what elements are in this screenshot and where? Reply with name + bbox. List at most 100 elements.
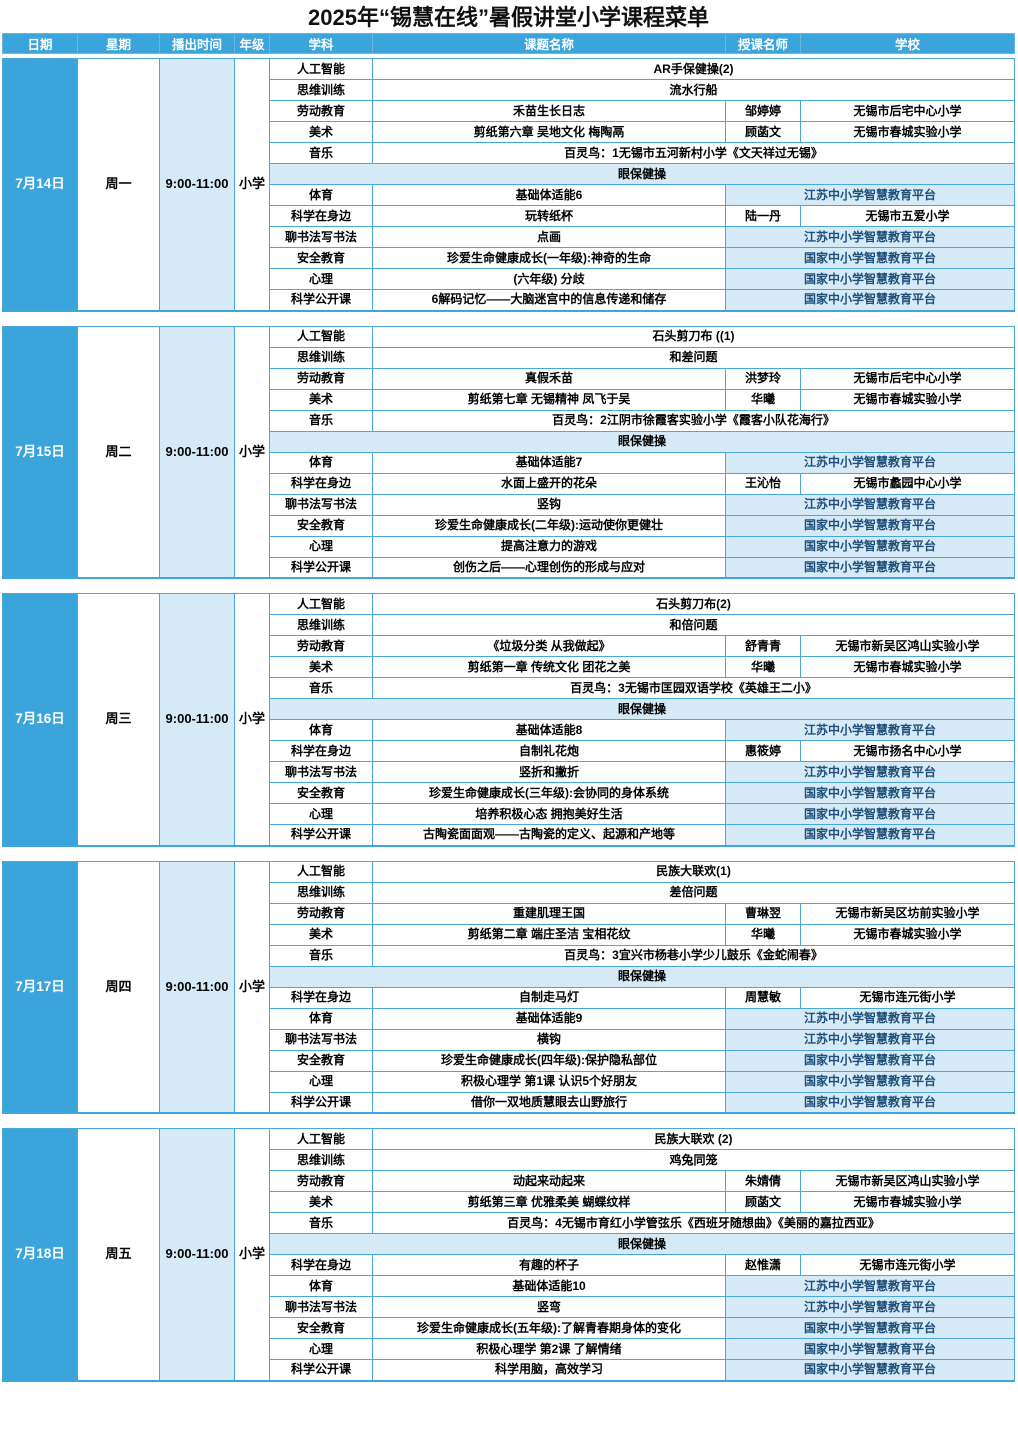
table-row: 7月14日 周一 9:00-11:00 小学 人工智能 AR手保健操(2) bbox=[2, 58, 1015, 312]
table-row: 音乐 百灵鸟：3宜兴市杨巷小学少儿鼓乐《金蛇闹春》 bbox=[3, 944, 1016, 967]
teacher-cell: 舒青青 bbox=[725, 635, 801, 658]
subject-cell: 人工智能 bbox=[269, 325, 373, 348]
school-cell: 无锡市春城实验小学 bbox=[799, 388, 1016, 411]
topic-cell: 创伤之后——心理创伤的形成与应对 bbox=[372, 556, 726, 579]
topic-cell: 鸡兔同笼 bbox=[371, 1149, 1016, 1172]
subject-cell: 思维训练 bbox=[269, 881, 373, 904]
table-row: 聊书法写书法 竖弯 江苏中小学智慧教育平台 bbox=[3, 1296, 1016, 1319]
topic-cell: 动起来动起来 bbox=[372, 1170, 726, 1193]
table-row: 思维训练 鸡兔同笼 bbox=[3, 1149, 1016, 1172]
school-cell: 无锡市后宅中心小学 bbox=[800, 100, 1015, 123]
topic-cell: 禾苗生长日志 bbox=[372, 100, 726, 123]
subject-cell: 劳动教育 bbox=[269, 902, 373, 925]
date-cell: 7月17日 bbox=[2, 860, 78, 1114]
table-row: 聊书法写书法 横钩 江苏中小学智慧教育平台 bbox=[3, 1028, 1016, 1051]
topic-cell: 玩转纸杯 bbox=[372, 205, 726, 228]
subject-cell: 音乐 bbox=[269, 1212, 373, 1235]
topic-cell: 剪纸第一章 传统文化 团花之美 bbox=[372, 656, 726, 679]
subject-cell: 音乐 bbox=[269, 944, 373, 967]
platform-cell: 国家中小学智慧教育平台 bbox=[724, 556, 1016, 579]
topic-cell: 基础体适能6 bbox=[372, 184, 726, 207]
subject-cell: 聊书法写书法 bbox=[269, 1296, 373, 1319]
subject-cell: 思维训练 bbox=[269, 79, 373, 102]
topic-cell: 珍爱生命健康成长(三年级):会协同的身体系统 bbox=[372, 782, 726, 805]
platform-cell: 江苏中小学智慧教育平台 bbox=[724, 1028, 1016, 1051]
topic-cell: 自制礼花炮 bbox=[372, 740, 726, 763]
table-row: 科学在身边 自制礼花炮 惠筱婷 无锡市扬名中心小学 bbox=[3, 740, 1016, 763]
platform-cell: 国家中小学智慧教育平台 bbox=[724, 1091, 1016, 1114]
subject-cell: 体育 bbox=[269, 451, 373, 474]
topic-cell: 石头剪刀布 ((1) bbox=[371, 325, 1016, 348]
topic-cell: 自制走马灯 bbox=[372, 986, 726, 1009]
topic-cell: 和差问题 bbox=[371, 346, 1016, 369]
eye-exercise-banner: 眼保健操 bbox=[268, 430, 1016, 453]
table-row: 劳动教育 动起来动起来 朱婧倩 无锡市新吴区鸿山实验小学 bbox=[3, 1170, 1016, 1193]
platform-cell: 国家中小学智慧教育平台 bbox=[724, 1359, 1016, 1382]
platform-cell: 国家中小学智慧教育平台 bbox=[725, 268, 1015, 291]
school-cell: 无锡市后宅中心小学 bbox=[799, 367, 1016, 390]
day-block-7月17日: 7月17日 周四 9:00-11:00 小学 人工智能 民族大联欢(1) 思维训练 差倍问题劳… bbox=[2, 860, 1016, 1115]
subject-cell: 音乐 bbox=[269, 142, 373, 165]
subject-cell: 体育 bbox=[269, 719, 373, 742]
subject-cell: 安全教育 bbox=[269, 1049, 373, 1072]
table-row: 安全教育 珍爱生命健康成长(一年级):神奇的生命 国家中小学智慧教育平台 bbox=[3, 247, 1015, 270]
day-block-7月14日: 7月14日 周一 9:00-11:00 小学 人工智能 AR手保健操(2) 思维训练 流水行船… bbox=[2, 58, 1015, 312]
topic-cell: AR手保健操(2) bbox=[372, 58, 1015, 81]
broadcast-time-cell: 9:00-11:00 bbox=[159, 860, 235, 1114]
subject-cell: 体育 bbox=[269, 1007, 373, 1030]
subject-cell: 聊书法写书法 bbox=[269, 761, 373, 784]
teacher-cell: 洪梦玲 bbox=[725, 367, 801, 390]
topic-cell: 竖折和撇折 bbox=[372, 761, 726, 784]
topic-cell: 和倍问题 bbox=[371, 614, 1016, 637]
subject-cell: 劳动教育 bbox=[269, 100, 373, 123]
header-cell-5: 课题名称 bbox=[372, 33, 726, 55]
topic-cell: 珍爱生命健康成长(五年级):了解青春期身体的变化 bbox=[372, 1317, 726, 1340]
subject-cell: 音乐 bbox=[269, 409, 373, 432]
platform-cell: 国家中小学智慧教育平台 bbox=[724, 824, 1016, 847]
table-row: 心理 培养积极心态 拥抱美好生活 国家中小学智慧教育平台 bbox=[3, 803, 1016, 826]
topic-cell: 差倍问题 bbox=[371, 881, 1016, 904]
subject-cell: 人工智能 bbox=[269, 593, 373, 616]
topic-cell: 基础体适能10 bbox=[372, 1275, 726, 1298]
table-row: 科学公开课 创伤之后——心理创伤的形成与应对 国家中小学智慧教育平台 bbox=[3, 556, 1016, 579]
subject-cell: 心理 bbox=[269, 535, 373, 558]
subject-cell: 体育 bbox=[269, 184, 373, 207]
header-table: 日期 星期 播出时间 年级 学科 课题名称 授课名师 学校 bbox=[2, 33, 1015, 55]
table-row: 安全教育 珍爱生命健康成长(二年级):运动使你更健壮 国家中小学智慧教育平台 bbox=[3, 514, 1016, 537]
table-row: 思维训练 流水行船 bbox=[3, 79, 1015, 102]
header-cell-4: 学科 bbox=[269, 33, 373, 55]
platform-cell: 江苏中小学智慧教育平台 bbox=[725, 184, 1015, 207]
eye-exercise-banner: 眼保健操 bbox=[268, 965, 1016, 988]
topic-cell: (六年级) 分歧 bbox=[372, 268, 726, 291]
platform-cell: 国家中小学智慧教育平台 bbox=[724, 1317, 1016, 1340]
topic-cell: 水面上盛开的花朵 bbox=[372, 472, 726, 495]
subject-cell: 科学公开课 bbox=[269, 556, 373, 579]
subject-cell: 心理 bbox=[269, 268, 373, 291]
platform-cell: 国家中小学智慧教育平台 bbox=[724, 782, 1016, 805]
table-row: 美术 剪纸第三章 优雅柔美 蝴蝶纹样 顾菡文 无锡市春城实验小学 bbox=[3, 1191, 1016, 1214]
subject-cell: 劳动教育 bbox=[269, 367, 373, 390]
subject-cell: 心理 bbox=[269, 1338, 373, 1361]
table-row: 思维训练 差倍问题 bbox=[3, 881, 1016, 904]
table-row: 科学公开课 6解码记忆——大脑迷宫中的信息传递和储存 国家中小学智慧教育平台 bbox=[3, 289, 1015, 312]
table-row: 聊书法写书法 竖折和撇折 江苏中小学智慧教育平台 bbox=[3, 761, 1016, 784]
table-row: 心理 (六年级) 分歧 国家中小学智慧教育平台 bbox=[3, 268, 1015, 291]
platform-cell: 国家中小学智慧教育平台 bbox=[724, 1049, 1016, 1072]
subject-cell: 人工智能 bbox=[269, 58, 373, 81]
subject-cell: 心理 bbox=[269, 803, 373, 826]
platform-cell: 国家中小学智慧教育平台 bbox=[724, 535, 1016, 558]
weekday-cell: 周五 bbox=[77, 1128, 160, 1382]
teacher-cell: 惠筱婷 bbox=[725, 740, 801, 763]
subject-cell: 安全教育 bbox=[269, 514, 373, 537]
school-cell: 无锡市五爱小学 bbox=[800, 205, 1015, 228]
subject-cell: 科学公开课 bbox=[269, 289, 373, 312]
teacher-cell: 邹婷婷 bbox=[725, 100, 801, 123]
school-cell: 无锡市春城实验小学 bbox=[799, 656, 1016, 679]
table-row: 科学公开课 科学用脑，高效学习 国家中小学智慧教育平台 bbox=[3, 1359, 1016, 1382]
topic-cell: 借你一双地质慧眼去山野旅行 bbox=[372, 1091, 726, 1114]
teacher-cell: 华曦 bbox=[725, 923, 801, 946]
table-row: 科学在身边 水面上盛开的花朵 王沁怡 无锡市蠡园中心小学 bbox=[3, 472, 1016, 495]
topic-cell: 真假禾苗 bbox=[372, 367, 726, 390]
grade-cell: 小学 bbox=[234, 860, 270, 1114]
table-row: 科学在身边 玩转纸杯 陆一丹 无锡市五爱小学 bbox=[3, 205, 1015, 228]
